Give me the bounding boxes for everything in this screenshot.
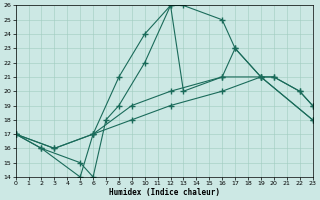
X-axis label: Humidex (Indice chaleur): Humidex (Indice chaleur) xyxy=(108,188,220,197)
